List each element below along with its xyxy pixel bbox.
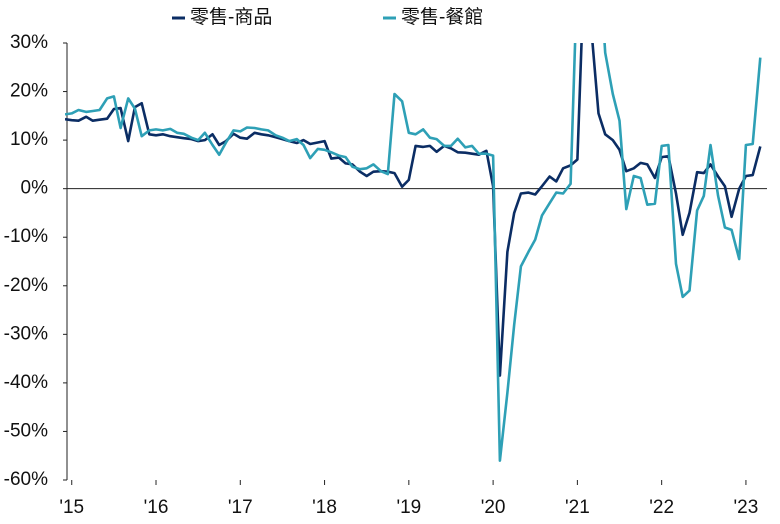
x-tick-label: '18 (312, 497, 337, 518)
x-tick-label: '23 (734, 497, 759, 518)
y-tick-label: -10% (4, 226, 48, 247)
y-tick-label: -40% (4, 372, 48, 393)
y-tick-label: -60% (4, 469, 48, 490)
x-tick-label: '22 (649, 497, 674, 518)
y-tick-label: 20% (10, 81, 48, 102)
y-tick-label: -20% (4, 275, 48, 296)
y-tick-label: -30% (4, 323, 48, 344)
series-line (65, 43, 762, 462)
x-tick-label: '15 (59, 497, 84, 518)
legend-label: 零售-餐館 (401, 6, 483, 28)
legend-label: 零售-商品 (190, 6, 272, 28)
x-tick-label: '21 (565, 497, 590, 518)
y-tick-label: -50% (4, 420, 48, 441)
x-tick-label: '16 (144, 497, 169, 518)
x-tick-label: '20 (481, 497, 506, 518)
x-tick-label: '17 (228, 497, 253, 518)
y-tick-label: 30% (10, 32, 48, 53)
y-tick-label: 10% (10, 129, 48, 150)
y-tick-label: 0% (21, 178, 49, 199)
series-line (65, 43, 762, 377)
legend: 零售-商品 零售-餐館 (172, 6, 483, 28)
x-tick-label: '19 (396, 497, 421, 518)
